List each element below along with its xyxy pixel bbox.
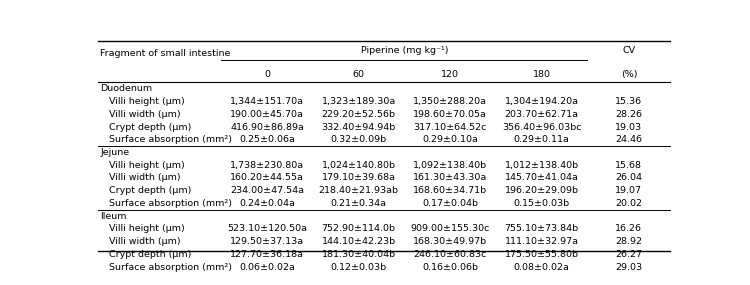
Text: 416.90±86.89a: 416.90±86.89a (230, 123, 304, 131)
Text: 0.21±0.34a: 0.21±0.34a (331, 199, 387, 208)
Text: 1,350±288.20a: 1,350±288.20a (413, 97, 488, 106)
Text: 19.07: 19.07 (616, 186, 643, 195)
Text: 19.03: 19.03 (615, 123, 643, 131)
Text: 144.10±42.23b: 144.10±42.23b (322, 237, 396, 246)
Text: Villi width (μm): Villi width (μm) (109, 237, 181, 246)
Text: 1,092±138.40b: 1,092±138.40b (413, 161, 488, 170)
Text: Villi height (μm): Villi height (μm) (109, 224, 184, 233)
Text: 755.10±73.84b: 755.10±73.84b (505, 224, 579, 233)
Text: 332.40±94.94b: 332.40±94.94b (322, 123, 396, 131)
Text: 1,323±189.30a: 1,323±189.30a (322, 97, 396, 106)
Text: 0.17±0.04b: 0.17±0.04b (422, 199, 478, 208)
Text: 129.50±37.13a: 129.50±37.13a (230, 237, 304, 246)
Text: 229.20±52.56b: 229.20±52.56b (322, 110, 396, 119)
Text: Surface absorption (mm²): Surface absorption (mm²) (109, 199, 232, 208)
Text: 1,304±194.20a: 1,304±194.20a (505, 97, 579, 106)
Text: 20.02: 20.02 (616, 199, 643, 208)
Text: 175.50±55.80b: 175.50±55.80b (505, 250, 579, 259)
Text: 15.68: 15.68 (616, 161, 643, 170)
Text: 168.60±34.71b: 168.60±34.71b (413, 186, 488, 195)
Text: 120: 120 (441, 70, 459, 79)
Text: 1,738±230.80a: 1,738±230.80a (230, 161, 304, 170)
Text: Fragment of small intestine: Fragment of small intestine (100, 49, 230, 58)
Text: 181.30±40.04b: 181.30±40.04b (322, 250, 396, 259)
Text: 29.03: 29.03 (615, 262, 643, 272)
Text: Villi width (μm): Villi width (μm) (109, 174, 181, 182)
Text: 179.10±39.68a: 179.10±39.68a (322, 174, 396, 182)
Text: 111.10±32.97a: 111.10±32.97a (505, 237, 579, 246)
Text: 127.70±36.18a: 127.70±36.18a (230, 250, 304, 259)
Text: 1,344±151.70a: 1,344±151.70a (230, 97, 304, 106)
Text: 28.26: 28.26 (616, 110, 643, 119)
Text: Crypt depth (μm): Crypt depth (μm) (109, 123, 191, 131)
Text: 0.29±0.11a: 0.29±0.11a (514, 135, 569, 144)
Text: 60: 60 (352, 70, 364, 79)
Text: 752.90±114.0b: 752.90±114.0b (322, 224, 396, 233)
Text: Crypt depth (μm): Crypt depth (μm) (109, 250, 191, 259)
Text: (%): (%) (621, 70, 638, 79)
Text: 234.00±47.54a: 234.00±47.54a (230, 186, 304, 195)
Text: 0: 0 (264, 70, 270, 79)
Text: 218.40±21.93ab: 218.40±21.93ab (319, 186, 399, 195)
Text: Ileum: Ileum (100, 212, 127, 221)
Text: 203.70±62.71a: 203.70±62.71a (505, 110, 579, 119)
Text: Duodenum: Duodenum (100, 84, 152, 93)
Text: 28.92: 28.92 (616, 237, 643, 246)
Text: CV: CV (622, 46, 635, 55)
Text: 160.20±44.55a: 160.20±44.55a (230, 174, 304, 182)
Text: Villi height (μm): Villi height (μm) (109, 97, 184, 106)
Text: 26.27: 26.27 (616, 250, 643, 259)
Text: Piperine (mg kg⁻¹): Piperine (mg kg⁻¹) (361, 46, 448, 55)
Text: 180: 180 (532, 70, 550, 79)
Text: 1,024±140.80b: 1,024±140.80b (322, 161, 396, 170)
Text: 356.40±96.03bc: 356.40±96.03bc (502, 123, 581, 131)
Text: Villi width (μm): Villi width (μm) (109, 110, 181, 119)
Text: 0.08±0.02a: 0.08±0.02a (514, 262, 569, 272)
Text: 24.46: 24.46 (616, 135, 643, 144)
Text: 246.10±60.83c: 246.10±60.83c (413, 250, 487, 259)
Text: 190.00±45.70a: 190.00±45.70a (230, 110, 304, 119)
Text: 0.32±0.09b: 0.32±0.09b (331, 135, 387, 144)
Text: 909.00±155.30c: 909.00±155.30c (410, 224, 490, 233)
Text: 0.16±0.06b: 0.16±0.06b (422, 262, 478, 272)
Text: 16.26: 16.26 (616, 224, 643, 233)
Text: 0.29±0.10a: 0.29±0.10a (422, 135, 478, 144)
Text: Surface absorption (mm²): Surface absorption (mm²) (109, 262, 232, 272)
Text: Jejune: Jejune (100, 148, 129, 157)
Text: 0.12±0.03b: 0.12±0.03b (331, 262, 387, 272)
Text: Surface absorption (mm²): Surface absorption (mm²) (109, 135, 232, 144)
Text: Crypt depth (μm): Crypt depth (μm) (109, 186, 191, 195)
Text: Villi height (μm): Villi height (μm) (109, 161, 184, 170)
Text: 26.04: 26.04 (616, 174, 643, 182)
Text: 317.10±64.52c: 317.10±64.52c (413, 123, 487, 131)
Text: 168.30±49.97b: 168.30±49.97b (413, 237, 488, 246)
Text: 145.70±41.04a: 145.70±41.04a (505, 174, 578, 182)
Text: 0.06±0.02a: 0.06±0.02a (239, 262, 295, 272)
Text: 15.36: 15.36 (615, 97, 643, 106)
Text: 196.20±29.09b: 196.20±29.09b (505, 186, 579, 195)
Text: 0.15±0.03b: 0.15±0.03b (514, 199, 570, 208)
Text: 1,012±138.40b: 1,012±138.40b (505, 161, 579, 170)
Text: 523.10±120.50a: 523.10±120.50a (227, 224, 308, 233)
Text: 161.30±43.30a: 161.30±43.30a (413, 174, 488, 182)
Text: 0.25±0.06a: 0.25±0.06a (239, 135, 295, 144)
Text: 198.60±70.05a: 198.60±70.05a (413, 110, 487, 119)
Text: 0.24±0.04a: 0.24±0.04a (239, 199, 295, 208)
